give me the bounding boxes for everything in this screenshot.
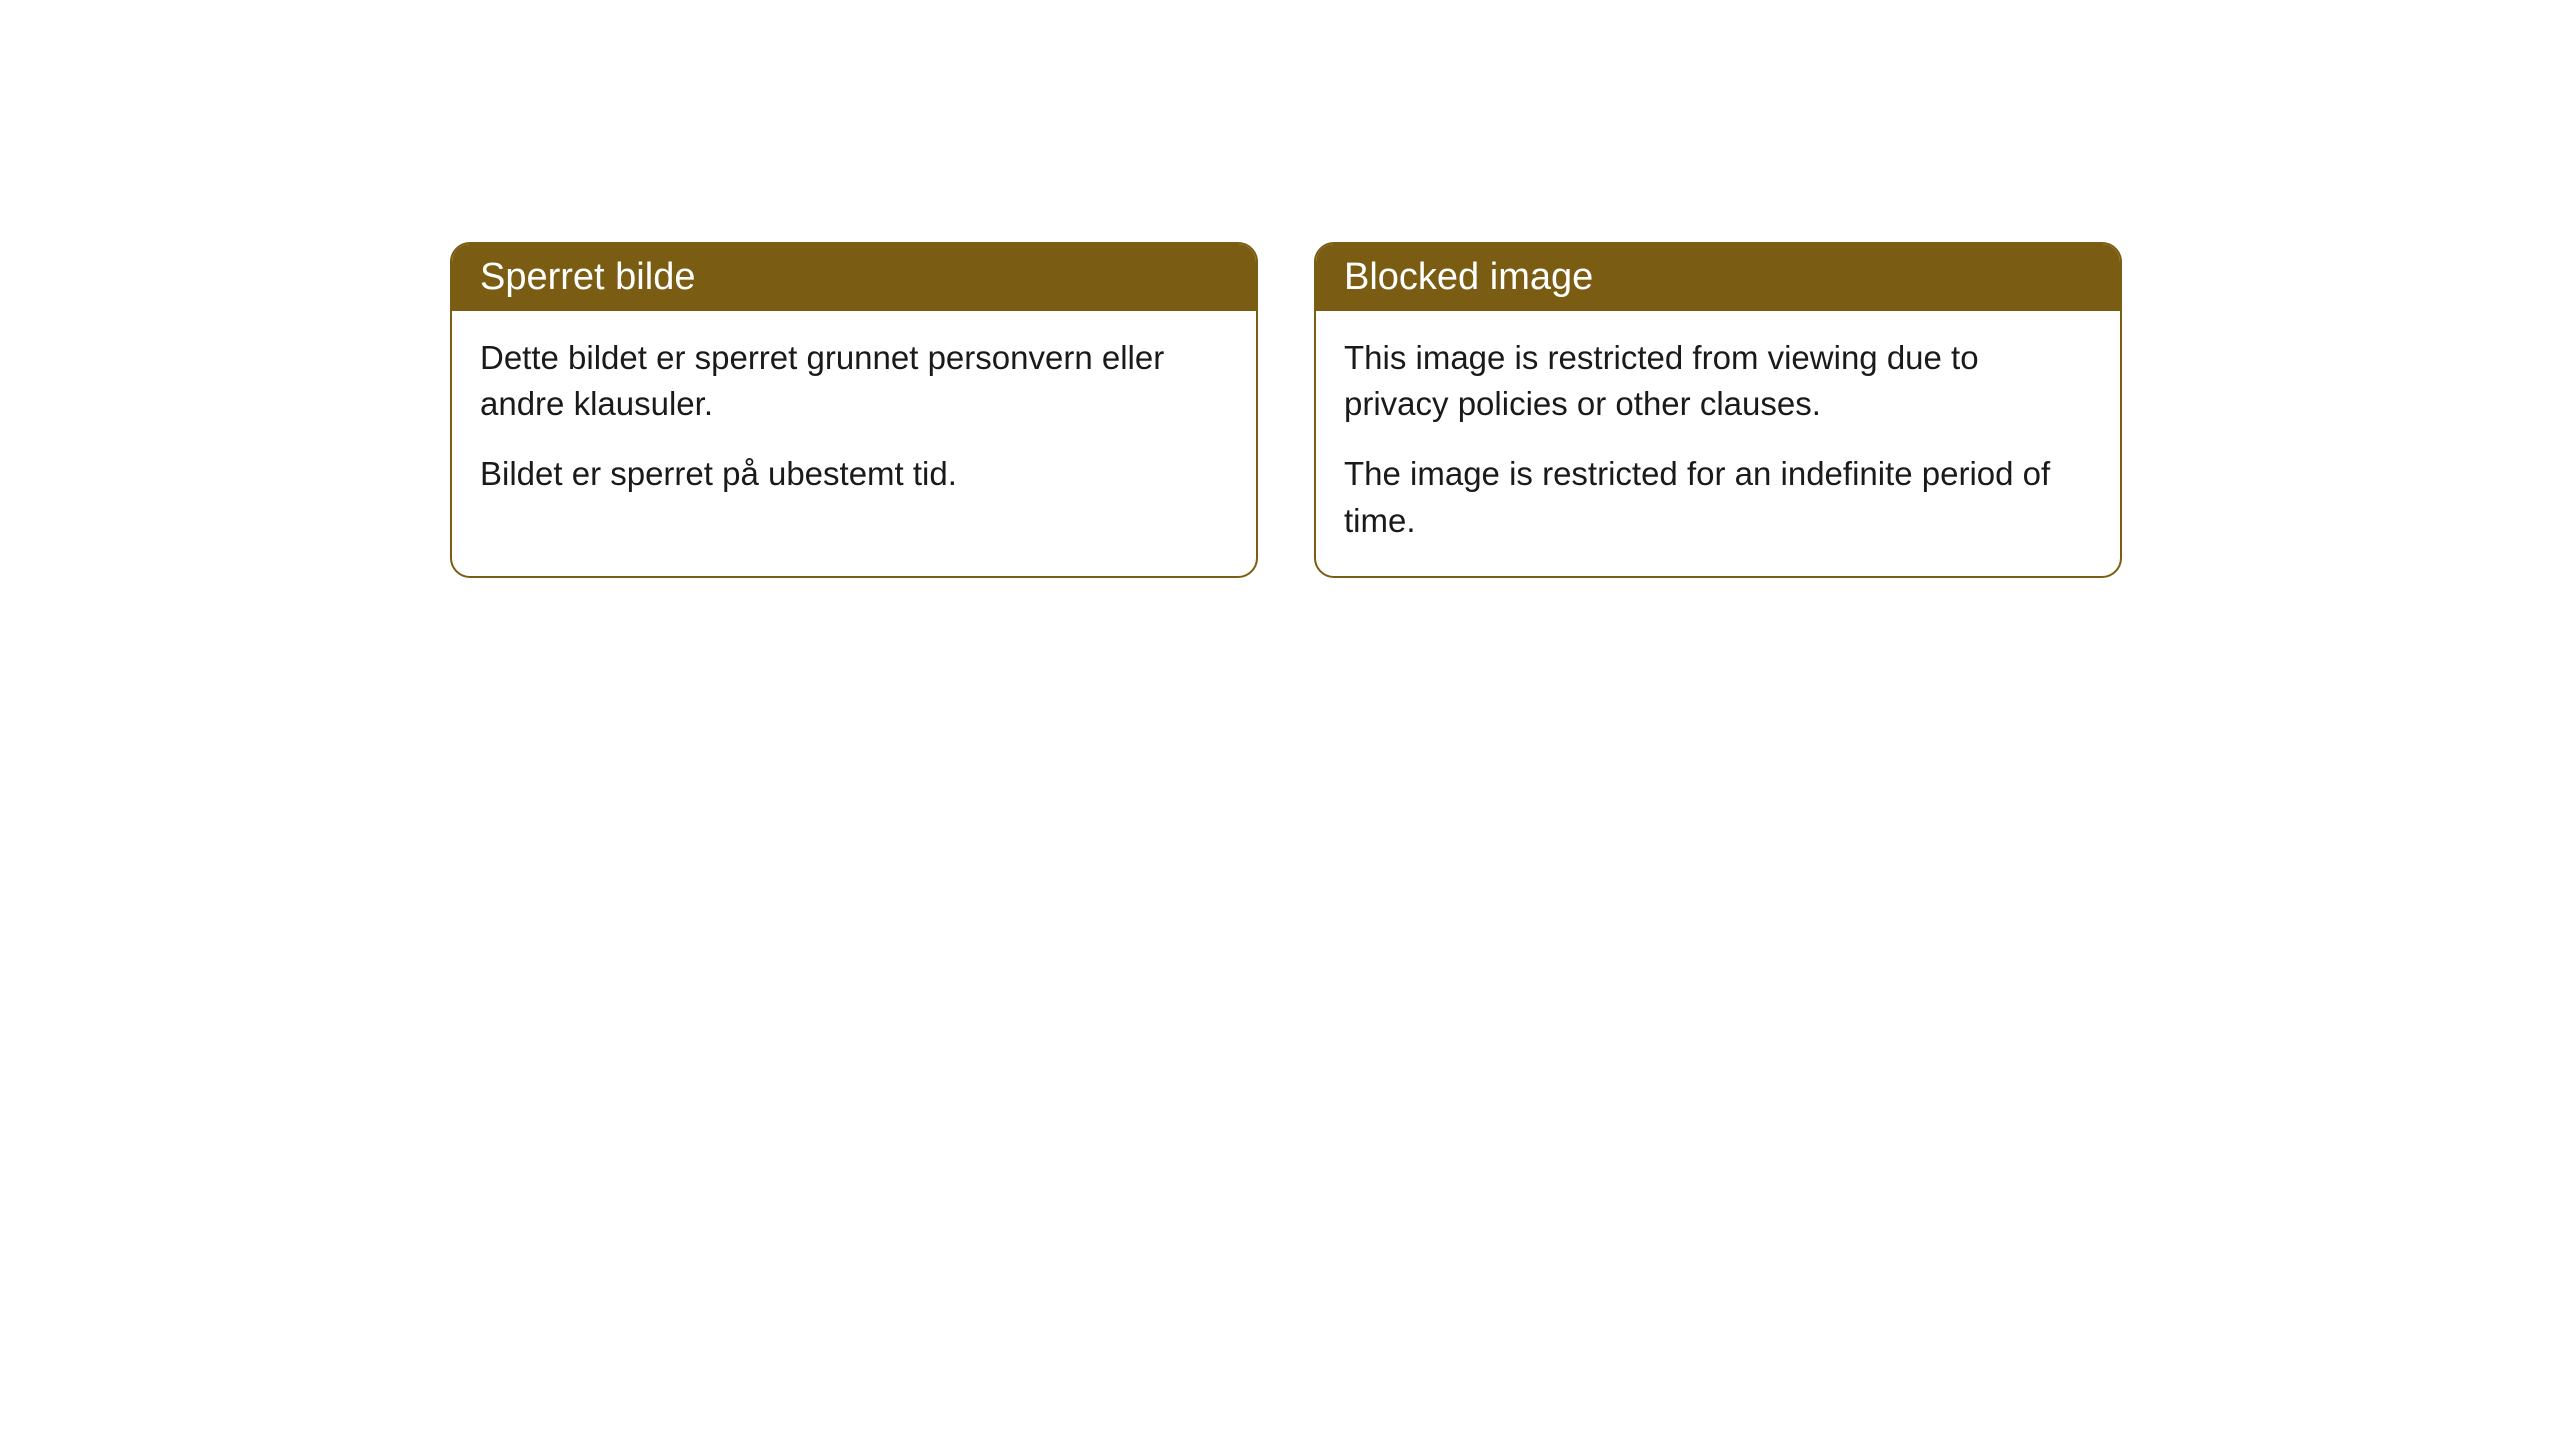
card-title: Sperret bilde: [480, 256, 695, 298]
blocked-image-card-norwegian: Sperret bilde Dette bildet er sperret gr…: [450, 242, 1258, 578]
card-header: Sperret bilde: [452, 244, 1256, 311]
card-paragraph-1: This image is restricted from viewing du…: [1344, 335, 2092, 427]
card-title: Blocked image: [1344, 256, 1593, 298]
card-paragraph-2: The image is restricted for an indefinit…: [1344, 451, 2092, 543]
card-paragraph-2: Bildet er sperret på ubestemt tid.: [480, 451, 1228, 497]
card-paragraph-1: Dette bildet er sperret grunnet personve…: [480, 335, 1228, 427]
card-body: Dette bildet er sperret grunnet personve…: [452, 311, 1256, 530]
blocked-image-card-english: Blocked image This image is restricted f…: [1314, 242, 2122, 578]
card-header: Blocked image: [1316, 244, 2120, 311]
card-body: This image is restricted from viewing du…: [1316, 311, 2120, 576]
notice-cards-container: Sperret bilde Dette bildet er sperret gr…: [450, 242, 2122, 578]
